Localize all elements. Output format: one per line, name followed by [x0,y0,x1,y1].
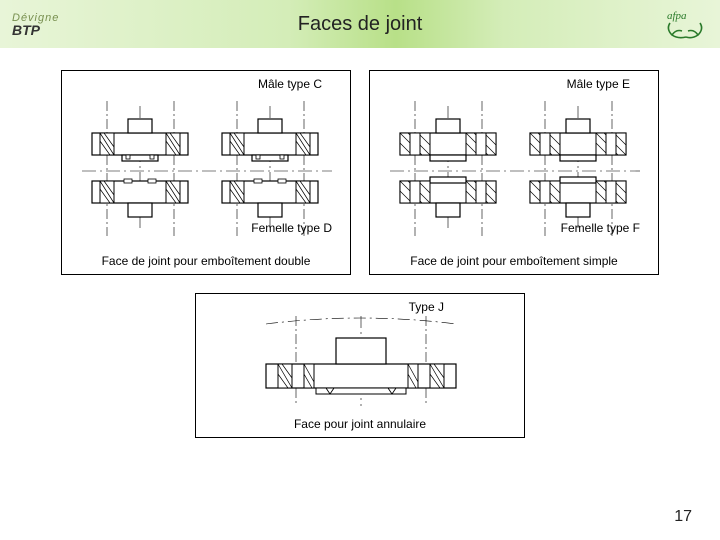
content-area: Mâle type C Femelle type D Face de joint… [0,70,720,438]
label-male-e: Mâle type E [567,77,630,91]
panel-top-left: Mâle type C Femelle type D Face de joint… [61,70,351,275]
label-female-f: Femelle type F [561,221,640,235]
label-type-j: Type J [409,300,444,314]
label-male-c: Mâle type C [258,77,322,91]
header-bar: Dévigne BTP Faces de joint afpa [0,0,720,48]
panel-bottom: Type J Face pour joint annulaire [195,293,525,438]
logo-left-line2: BTP [12,24,40,37]
svg-text:afpa: afpa [667,10,687,22]
logo-right-afpa-icon: afpa [664,7,708,41]
panel-top-right: Mâle type E Femelle type F Face de joint… [369,70,659,275]
page-title: Faces de joint [298,13,423,36]
diagram-annular [196,294,524,437]
page-number: 17 [674,508,692,526]
caption-annular: Face pour joint annulaire [294,417,426,431]
label-female-d: Femelle type D [251,221,332,235]
diagram-double [62,71,350,274]
caption-double: Face de joint pour emboîtement double [102,254,311,268]
top-panels-row: Mâle type C Femelle type D Face de joint… [60,70,660,275]
logo-left: Dévigne BTP [12,12,59,37]
diagram-simple [370,71,658,274]
caption-simple: Face de joint pour emboîtement simple [410,254,617,268]
